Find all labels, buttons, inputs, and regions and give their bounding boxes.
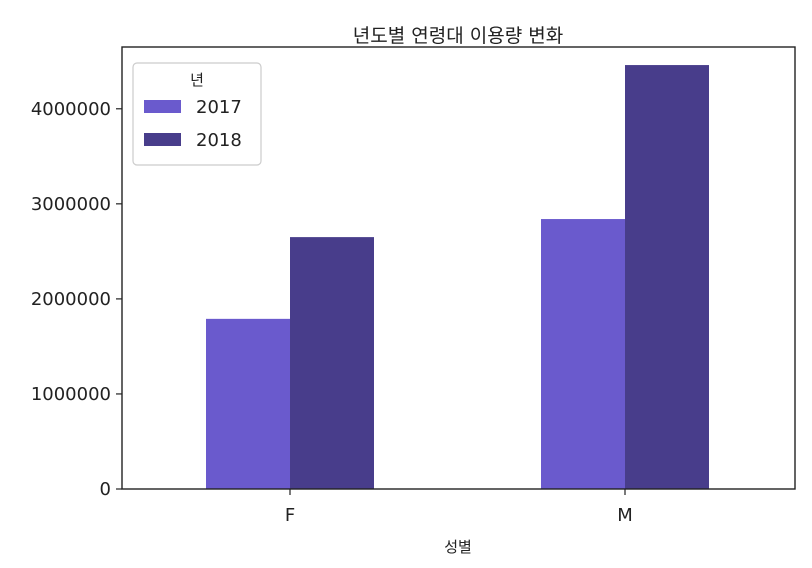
legend-title: 년 bbox=[190, 71, 204, 89]
bar-2018-F bbox=[290, 237, 374, 489]
legend-label-2018: 2018 bbox=[196, 130, 242, 151]
y-tick-label: 4000000 bbox=[31, 99, 111, 120]
plot-frame bbox=[121, 46, 796, 490]
bar-2017-F bbox=[206, 318, 290, 489]
bars-group bbox=[206, 65, 709, 490]
y-tick-label: 1000000 bbox=[31, 384, 111, 405]
legend: 년 2017 2018 bbox=[132, 62, 262, 166]
legend-label-2017: 2017 bbox=[196, 97, 242, 118]
x-tick-label: F bbox=[285, 505, 295, 526]
x-axis-label: 성별 bbox=[444, 538, 472, 556]
chart-title: 년도별 연령대 이용량 변화 bbox=[353, 25, 563, 47]
x-tick-label: M bbox=[617, 505, 633, 526]
bar-2018-M bbox=[625, 65, 709, 490]
y-tick-label: 2000000 bbox=[31, 289, 111, 310]
legend-swatch-2018 bbox=[144, 133, 181, 146]
bar-2017-M bbox=[541, 219, 625, 490]
y-tick-label: 0 bbox=[100, 479, 111, 500]
y-tick-label: 3000000 bbox=[31, 194, 111, 215]
legend-swatch-2017 bbox=[144, 100, 181, 113]
y-axis: 0 1000000 2000000 3000000 4000000 bbox=[31, 99, 122, 500]
